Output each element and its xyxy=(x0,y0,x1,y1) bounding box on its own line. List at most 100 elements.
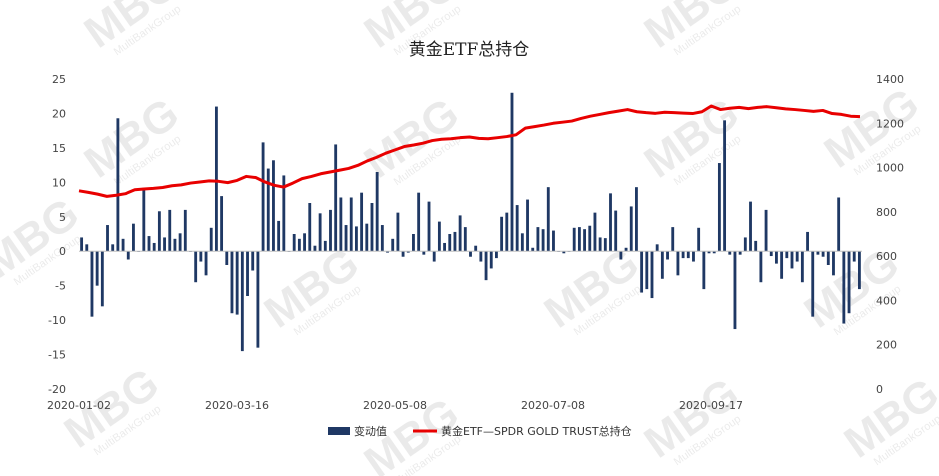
bar xyxy=(635,187,638,252)
bar xyxy=(235,251,239,315)
bar xyxy=(614,210,618,252)
bar xyxy=(738,251,742,255)
bar xyxy=(572,227,576,252)
bar-series xyxy=(80,92,861,352)
bar xyxy=(510,92,514,252)
bar xyxy=(749,201,752,252)
bar xyxy=(619,251,623,260)
bar xyxy=(80,237,84,252)
bar xyxy=(800,251,804,283)
bar xyxy=(339,197,343,252)
x-axis: 2020-01-02 2020-03-16 2020-05-08 2020-07-08… xyxy=(47,399,743,412)
bar xyxy=(422,251,426,255)
bar xyxy=(832,251,835,276)
x-tick-label: 2020-07-08 xyxy=(521,399,585,412)
bar xyxy=(505,212,509,252)
bar xyxy=(147,236,151,252)
x-tick-label: 2020-09-17 xyxy=(679,399,743,412)
bar xyxy=(121,238,125,252)
bar xyxy=(681,251,685,259)
left-tick-label: 10 xyxy=(52,176,66,189)
bar xyxy=(759,251,763,283)
legend: 变动值 黄金ETF—SPDR GOLD TRUST总持仓 xyxy=(328,424,632,438)
bar xyxy=(323,240,327,252)
bar xyxy=(100,251,104,307)
bar xyxy=(95,251,99,286)
bar xyxy=(142,187,146,252)
bar xyxy=(847,251,851,314)
bar xyxy=(157,211,161,252)
bar xyxy=(743,237,747,252)
bar xyxy=(469,251,472,257)
bar xyxy=(588,225,592,252)
bar xyxy=(334,144,338,252)
bar xyxy=(697,227,701,252)
bar xyxy=(764,209,768,252)
bar xyxy=(821,251,825,257)
gold-etf-holdings-line xyxy=(78,104,861,198)
line-series-group xyxy=(78,104,861,198)
chart-title: 黄金ETF总持仓 xyxy=(409,40,530,60)
bar xyxy=(318,213,322,252)
bar xyxy=(474,245,478,252)
bar xyxy=(515,205,519,252)
bar xyxy=(360,192,364,252)
bar xyxy=(577,227,581,252)
bar xyxy=(230,251,234,314)
bar xyxy=(645,251,649,290)
bar xyxy=(842,251,846,324)
bar xyxy=(365,223,369,252)
bar xyxy=(650,251,654,299)
bar xyxy=(686,251,690,259)
bar xyxy=(806,231,809,252)
bar xyxy=(329,209,332,252)
left-tick-label: 0 xyxy=(59,245,66,258)
bar xyxy=(500,216,504,252)
bar xyxy=(370,203,374,252)
bar xyxy=(707,251,711,254)
bar xyxy=(541,229,545,252)
bar xyxy=(85,244,89,252)
bar xyxy=(152,242,156,252)
bar xyxy=(432,251,436,262)
left-axis: 25 20 15 10 5 0 -5 -10 -15 -20 xyxy=(48,73,66,396)
bar xyxy=(277,220,281,252)
bar xyxy=(676,251,680,276)
bar xyxy=(380,225,384,252)
bar xyxy=(178,233,182,252)
bar xyxy=(126,251,130,260)
bar xyxy=(754,240,758,252)
bar xyxy=(520,233,524,252)
right-tick-label: 1400 xyxy=(876,73,904,86)
bar xyxy=(785,251,789,259)
bar xyxy=(292,234,296,252)
bar xyxy=(132,223,135,252)
right-axis: 1400 1200 1000 800 600 400 200 0 xyxy=(876,73,904,396)
bar xyxy=(671,227,675,252)
bar xyxy=(603,238,607,252)
bar xyxy=(282,175,286,252)
bar xyxy=(458,215,462,252)
left-tick-label: -20 xyxy=(48,383,66,396)
bar xyxy=(640,251,644,293)
bar xyxy=(598,237,602,252)
bar xyxy=(443,242,446,252)
bar xyxy=(168,209,172,252)
bar xyxy=(728,251,732,255)
bar xyxy=(666,251,669,260)
right-tick-label: 600 xyxy=(876,250,897,263)
bar xyxy=(308,203,312,252)
bar xyxy=(660,251,664,279)
bar xyxy=(256,251,260,348)
bar xyxy=(391,238,395,252)
x-tick-label: 2020-01-02 xyxy=(47,399,111,412)
bar xyxy=(583,229,586,252)
bar xyxy=(251,251,255,271)
legend-label-bar: 变动值 xyxy=(354,424,387,438)
bar xyxy=(303,233,306,252)
